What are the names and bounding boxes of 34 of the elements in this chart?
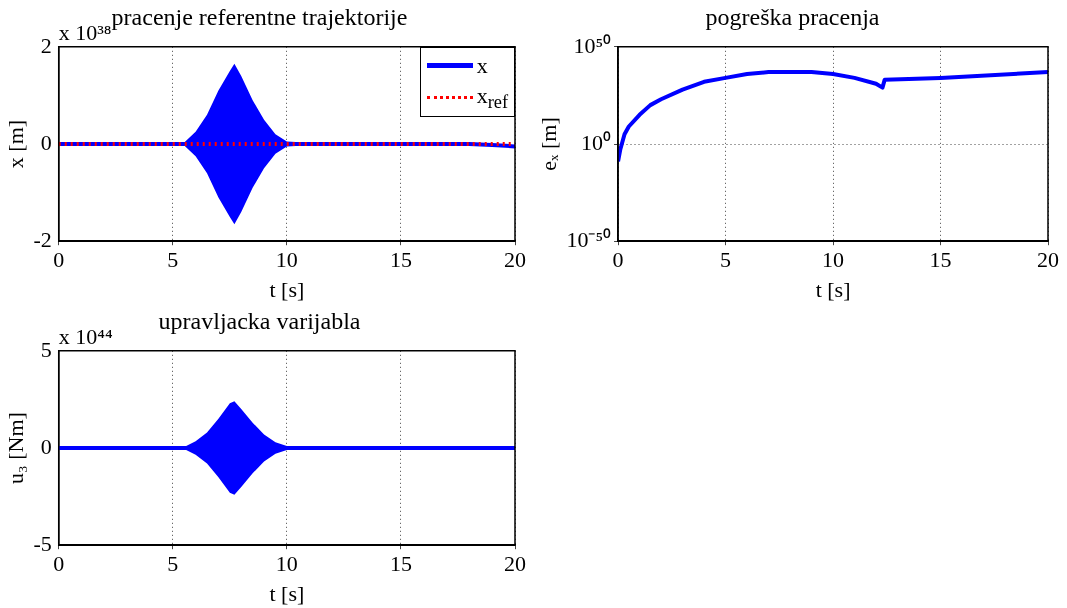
- y-axis-title: eₓ [m]: [535, 117, 561, 171]
- legend-label: x$_{ref}$: [476, 82, 508, 113]
- x-axis-title: t [s]: [269, 276, 305, 302]
- y-tick-label: 0: [40, 433, 52, 459]
- x-tick-label: 5: [167, 247, 179, 273]
- y-tick-label: -2: [33, 226, 52, 252]
- x-axis-title: t [s]: [269, 580, 305, 606]
- x-tick-label: 5: [167, 551, 179, 577]
- x-tick-label: 5: [720, 247, 732, 273]
- x-tick-label: 15: [389, 551, 412, 577]
- text: x 10³⁸: [58, 19, 112, 45]
- x-tick-label: 20: [1037, 247, 1059, 273]
- chart-title: upravljacka varijabla: [158, 307, 361, 334]
- chart-title: pracenje referentne trajektorije: [111, 3, 408, 30]
- y-tick-label: 10⁻⁵⁰: [566, 226, 612, 252]
- y-tick-label: 5: [40, 336, 52, 362]
- y-tick-label: 0: [40, 129, 52, 155]
- y-tick-label: 10⁵⁰: [573, 32, 612, 58]
- text: x 10⁴⁴: [58, 323, 113, 349]
- x-tick-label: 20: [504, 551, 526, 577]
- x-tick-label: 10: [275, 551, 298, 577]
- y-tick-label: 2: [40, 32, 52, 58]
- legend-label: x: [476, 52, 488, 79]
- x-tick-label: 15: [389, 247, 412, 273]
- y-axis-title: u₃ [Nm]: [2, 412, 28, 484]
- x-tick-label: 10: [275, 247, 298, 273]
- chart-title: pogreška pracenja: [705, 3, 880, 30]
- y-tick-label: 10⁰: [581, 129, 612, 155]
- y-axis-title: x [m]: [2, 119, 28, 169]
- x-axis-title: t [s]: [815, 276, 851, 302]
- x-tick-label: 10: [822, 247, 845, 273]
- x-tick-label: 15: [929, 247, 952, 273]
- y-tick-label: -5: [33, 530, 52, 556]
- x-tick-label: 20: [504, 247, 526, 273]
